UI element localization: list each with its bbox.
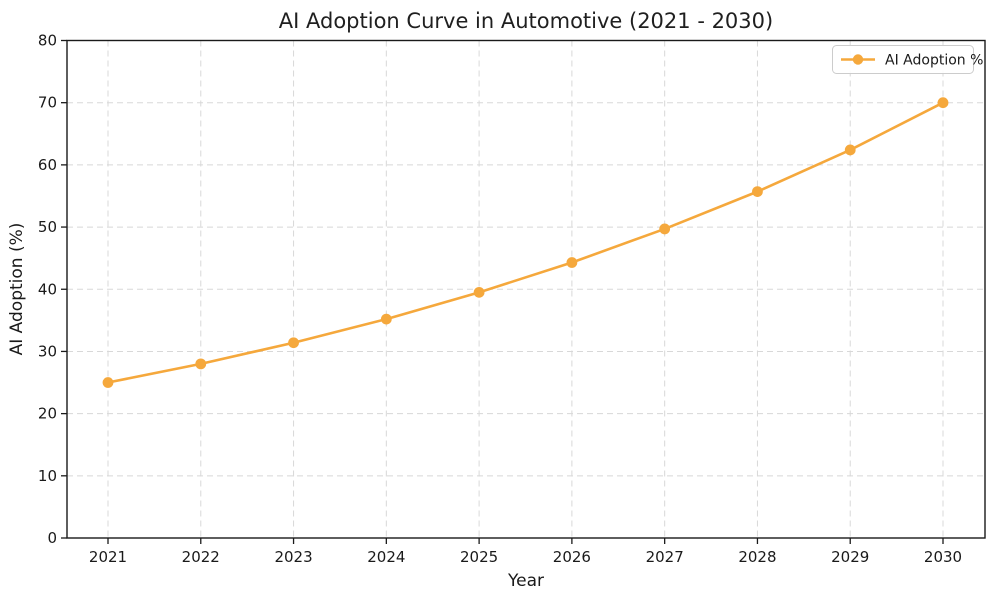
x-tick-label: 2027 — [646, 548, 684, 566]
legend-marker-icon — [852, 54, 864, 65]
chart-title: AI Adoption Curve in Automotive (2021 - … — [279, 9, 773, 33]
y-tick-label: 40 — [38, 280, 57, 298]
x-tick-label: 2022 — [182, 548, 220, 566]
data-point-marker — [195, 358, 207, 370]
x-tick-label: 2028 — [738, 548, 776, 566]
x-tick-label: 2021 — [89, 548, 127, 566]
series-line — [106, 101, 945, 384]
legend-label: AI Adoption % — [885, 53, 983, 69]
y-tick-label: 10 — [38, 467, 57, 485]
legend: AI Adoption % — [832, 45, 983, 74]
x-tick-label: 2025 — [460, 548, 498, 566]
x-tick-label: 2029 — [831, 548, 869, 566]
gridlines — [67, 40, 985, 539]
line-series — [102, 97, 949, 388]
data-point-marker — [844, 144, 856, 156]
data-point-marker — [102, 377, 114, 388]
x-axis-label: Year — [507, 571, 544, 591]
data-point-marker — [752, 186, 763, 198]
data-point-marker — [380, 313, 392, 325]
y-tick-label: 70 — [38, 94, 57, 112]
y-tick-label: 20 — [38, 405, 57, 423]
data-point-marker — [566, 257, 578, 268]
data-point-marker — [473, 286, 485, 298]
x-tick-label: 2023 — [274, 548, 312, 566]
legend-box — [832, 45, 974, 74]
y-tick-label: 0 — [47, 529, 57, 547]
y-tick-label: 30 — [38, 342, 57, 360]
x-tick-label: 2024 — [367, 548, 405, 566]
y-tick-label: 60 — [38, 156, 57, 174]
data-point-marker — [288, 337, 299, 349]
x-tick-label: 2030 — [924, 548, 962, 566]
y-axis-label: AI Adoption (%) — [7, 223, 27, 356]
x-tick-label: 2026 — [553, 548, 591, 566]
y-tick-label: 50 — [38, 218, 57, 236]
data-point-marker — [937, 97, 949, 109]
data-point-marker — [659, 223, 671, 235]
y-tick-label: 80 — [38, 32, 57, 50]
